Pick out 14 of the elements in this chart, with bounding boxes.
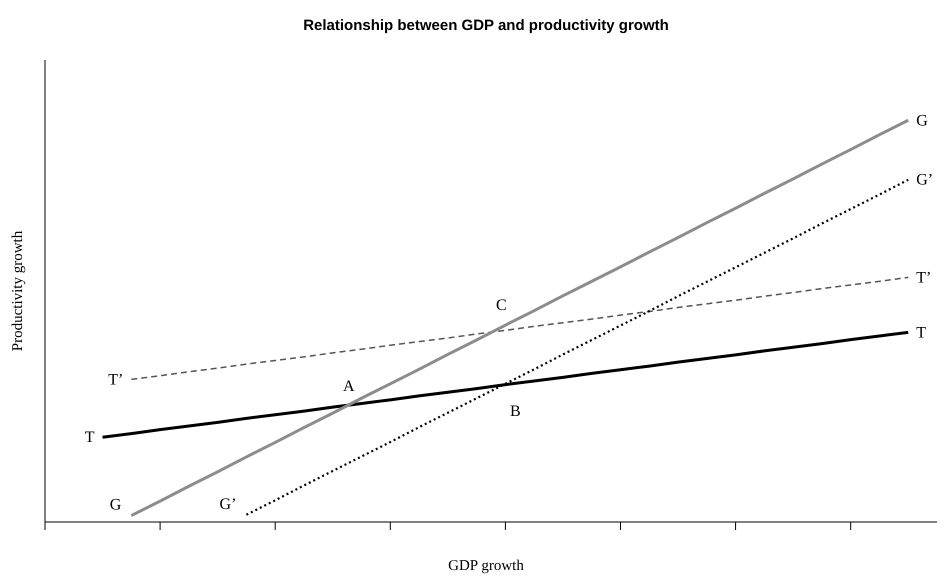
annotation: A xyxy=(343,378,355,395)
series-label: T’ xyxy=(108,371,124,388)
series-label: G xyxy=(916,112,928,130)
annotation: B xyxy=(510,403,521,420)
text: T xyxy=(916,324,926,342)
text: T’ xyxy=(916,269,932,286)
x-axis-title: GDP growth xyxy=(448,558,524,574)
series-label: T xyxy=(84,429,95,446)
text: G xyxy=(110,496,122,514)
text: G’ xyxy=(220,496,236,513)
annotation: C xyxy=(496,297,507,314)
y-axis-title: Productivity growth xyxy=(10,230,26,352)
chart-title: Relationship between GDP and productivity growth xyxy=(303,17,669,34)
series-label: G’ xyxy=(916,172,934,189)
